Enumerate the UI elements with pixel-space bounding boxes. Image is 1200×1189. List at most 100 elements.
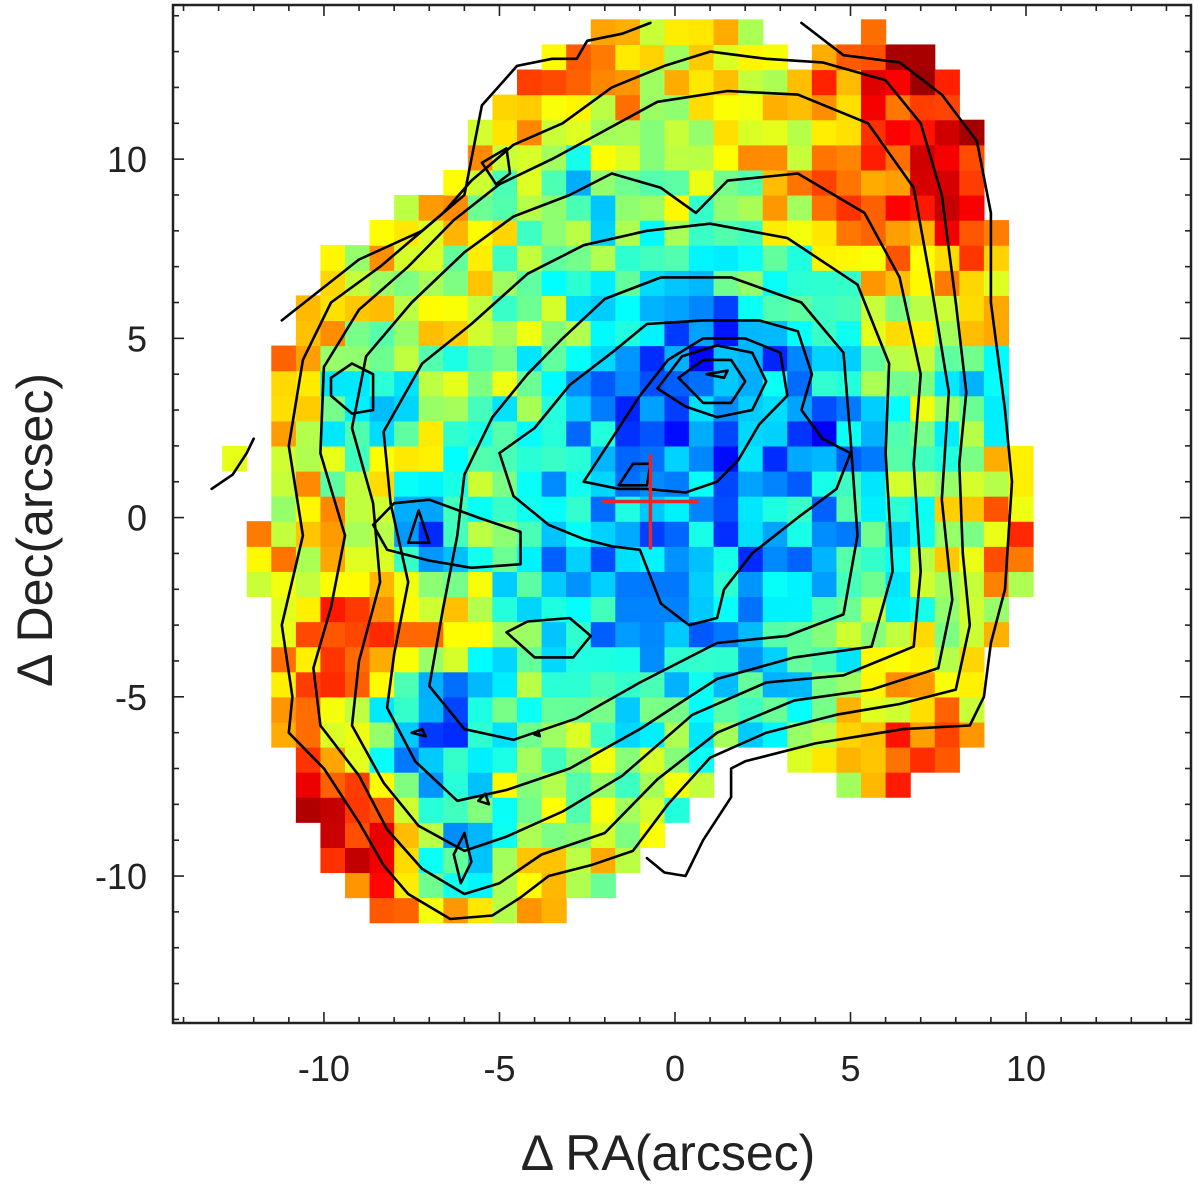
heatmap-cell [664, 546, 690, 572]
heatmap-cell [762, 571, 788, 598]
heatmap-cell [787, 320, 813, 347]
heatmap-cell [861, 370, 887, 397]
heatmap-cell [934, 194, 960, 221]
heatmap-cell [910, 345, 936, 372]
heatmap-cell [689, 245, 715, 271]
heatmap-cell [369, 295, 395, 322]
heatmap-cell [885, 721, 911, 748]
contour-line [406, 509, 431, 545]
heatmap-cell [517, 245, 543, 271]
heatmap-cell [590, 746, 616, 773]
heatmap-cell [639, 295, 666, 322]
heatmap-cell [713, 420, 739, 447]
heatmap-cell [615, 144, 641, 171]
heatmap-cell [885, 395, 911, 422]
heatmap-cell [541, 270, 567, 296]
heatmap-cell [787, 420, 813, 447]
contour-line [677, 358, 747, 405]
heatmap-cell [639, 470, 666, 497]
heatmap-cell [320, 797, 346, 823]
heatmap-cell [295, 571, 322, 598]
heatmap-cell [590, 44, 616, 71]
heatmap-cell [394, 420, 420, 447]
heatmap-cell [885, 119, 911, 146]
contour-line [505, 616, 593, 659]
heatmap-cell [934, 345, 960, 372]
heatmap-cell [836, 621, 862, 648]
heatmap-cell [762, 194, 788, 221]
heatmap-cell [418, 872, 444, 899]
heatmap-cell [959, 270, 985, 296]
heatmap-cell [467, 245, 494, 271]
heatmap-cell [664, 797, 690, 823]
heatmap-cell [443, 395, 469, 422]
heatmap-cell [713, 546, 739, 572]
x-tick-label: 5 [840, 1048, 860, 1089]
heatmap-cell [418, 320, 444, 347]
heatmap-cell [639, 19, 666, 46]
heatmap-cell [738, 496, 764, 522]
heatmap-cell [910, 596, 936, 623]
heatmap-cell [861, 746, 887, 773]
heatmap-cell [517, 395, 543, 422]
heatmap-cell [738, 19, 764, 46]
heatmap-cell [787, 395, 813, 422]
heatmap-cell [664, 420, 690, 447]
heatmap-cell [861, 420, 887, 447]
heatmap-cell [1008, 445, 1034, 472]
heatmap-cell [689, 320, 715, 347]
heatmap-cell [271, 521, 297, 547]
heatmap-cell [418, 370, 444, 397]
heatmap-cell [615, 44, 641, 71]
heatmap-cell [934, 746, 960, 773]
heatmap-cell [787, 596, 813, 623]
heatmap-cell [615, 596, 641, 623]
heatmap-cell [271, 646, 297, 673]
axis-ticks [173, 5, 1191, 1023]
heatmap-cell [689, 596, 715, 623]
heatmap-cell [910, 295, 936, 322]
heatmap-cell [811, 571, 838, 598]
heatmap-cell [689, 546, 715, 572]
heatmap-cell [443, 220, 469, 246]
heatmap-cell [590, 621, 616, 648]
heatmap-cell [910, 646, 936, 673]
heatmap-cell [566, 245, 592, 271]
heatmap-cell [541, 496, 567, 522]
heatmap-cell [615, 772, 641, 798]
heatmap-cell [689, 94, 715, 121]
heatmap-cell [836, 69, 862, 96]
heatmap-cell [615, 94, 641, 121]
heatmap-cell [492, 94, 518, 121]
heatmap-cell [467, 571, 494, 598]
heatmap-cell [713, 119, 739, 146]
heatmap-cell [713, 270, 739, 296]
heatmap-cell [762, 546, 788, 572]
contour-line [533, 729, 542, 738]
heatmap-cell [615, 646, 641, 673]
heatmap-cell [590, 772, 616, 798]
heatmap-cell [345, 370, 371, 397]
heatmap-cell [836, 245, 862, 271]
heatmap-cell [517, 671, 543, 698]
heatmap-cell [541, 194, 567, 221]
heatmap-cell [443, 345, 469, 372]
heatmap-cell [541, 696, 567, 723]
heatmap-cell [615, 169, 641, 196]
heatmap-cell [983, 546, 1010, 572]
heatmap-cell [517, 696, 543, 723]
heatmap-cell [590, 194, 616, 221]
heatmap-cell [345, 872, 371, 899]
heatmap-cell [664, 245, 690, 271]
heatmap-cell [983, 445, 1010, 472]
heatmap-cell [467, 596, 494, 623]
heatmap-cell [664, 671, 690, 698]
heatmap-cell [492, 571, 518, 598]
heatmap-cell [590, 395, 616, 422]
heatmap-cell [443, 295, 469, 322]
heatmap-cell [418, 420, 444, 447]
heatmap-cell [443, 746, 469, 773]
heatmap-cell [541, 822, 567, 848]
heatmap-cell [836, 746, 862, 773]
heatmap-cell [492, 746, 518, 773]
